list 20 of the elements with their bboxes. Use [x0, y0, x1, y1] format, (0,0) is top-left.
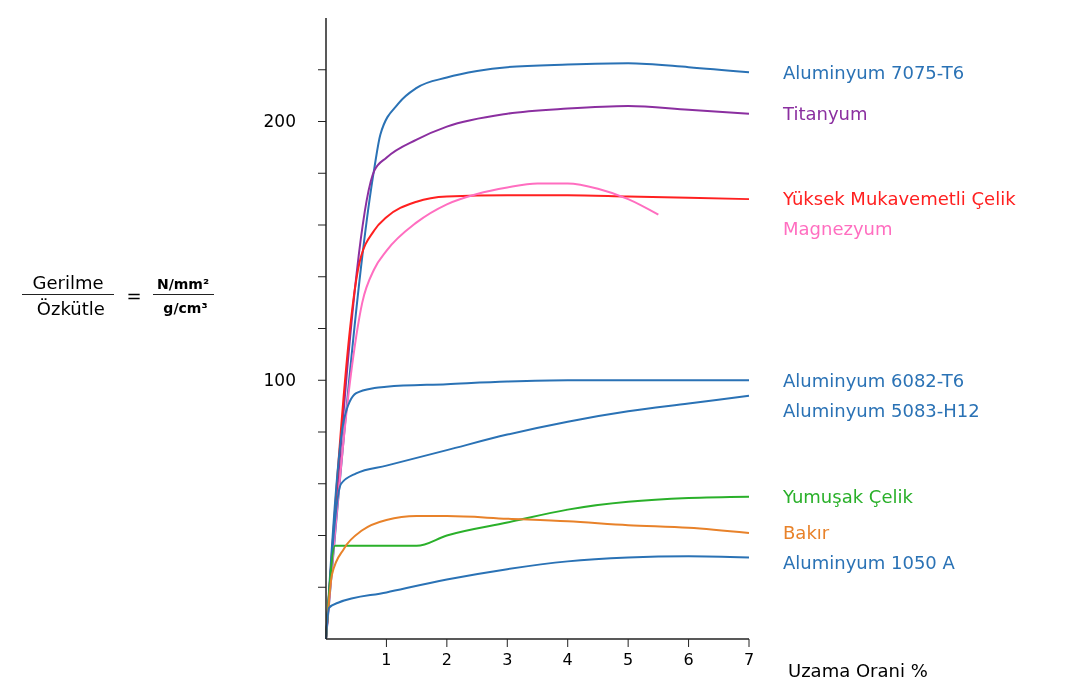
y-tick-label: 200 [263, 111, 296, 132]
series-label: Aluminyum 5083-H12 [783, 399, 980, 421]
y-tick-label: 100 [263, 370, 296, 391]
x-tick-label: 5 [623, 650, 634, 669]
series-label: Bakır [783, 522, 830, 544]
series-label: Yüksek Mukavemetli Çelik [782, 188, 1017, 210]
x-axis-title: Uzama Orani % [788, 660, 928, 681]
x-tick-label: 2 [441, 650, 452, 669]
series-label: Aluminyum 7075-T6 [783, 61, 965, 83]
x-tick-label: 6 [683, 650, 694, 669]
series-label: Yumuşak Çelik [782, 485, 914, 507]
x-tick-label: 7 [743, 650, 755, 669]
y-axis-title: Gerilme Özkütle = N/mm² g/cm³ [31, 271, 210, 319]
series-label: Aluminyum 6082-T6 [783, 369, 965, 391]
text: Magnezyum [783, 218, 893, 240]
series-label: Aluminyum 1050 A [783, 552, 956, 574]
x-tick-label: 3 [502, 650, 513, 669]
x-tick-label: 1 [381, 650, 392, 669]
series-label: Titanyum [782, 103, 868, 125]
x-tick-label: 4 [562, 650, 573, 669]
